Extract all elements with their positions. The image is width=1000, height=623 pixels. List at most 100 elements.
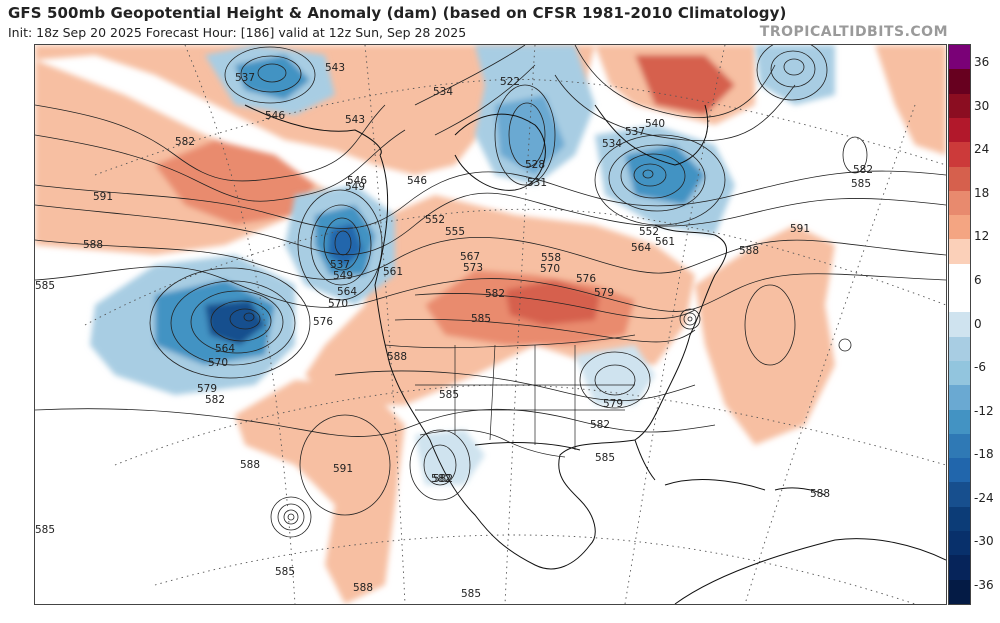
- colorbar-segment: [949, 458, 970, 483]
- colorbar-segment: [949, 531, 970, 556]
- contour-label: 534: [433, 86, 453, 98]
- tropical-cyclone-east-pacific: [270, 496, 312, 538]
- contour-label: 579: [594, 287, 614, 299]
- tropical-cyclone-atlantic: [679, 308, 701, 330]
- contour-label: 582: [175, 136, 195, 148]
- colorbar-segment: [949, 360, 970, 386]
- alaska-coast: [244, 104, 382, 156]
- contour-label: 576: [576, 273, 596, 285]
- cuba: [664, 479, 766, 491]
- contour-label: 579: [603, 398, 623, 410]
- coastlines: [244, 104, 946, 604]
- south-america-coast: [674, 538, 946, 604]
- colorbar-tick-label: -18: [974, 447, 994, 462]
- colorbar-segment: [949, 166, 970, 192]
- warm-anomaly-core-greenland: [635, 55, 735, 115]
- warm-anomaly-pacific-northwest: [35, 45, 595, 255]
- contour-label: 579: [197, 383, 217, 395]
- closed-lows: [149, 45, 868, 538]
- map-title: GFS 500mb Geopotential Height & Anomaly …: [8, 4, 787, 22]
- contour-label: 546: [347, 175, 367, 187]
- colorbar-tick-label: -6: [974, 360, 986, 375]
- colorbar-segment: [949, 312, 970, 338]
- contour-label: 582: [205, 394, 225, 406]
- contour-label: 582: [485, 288, 505, 300]
- contour-label: 585: [35, 280, 55, 292]
- hudson-bay-coast: [454, 113, 546, 191]
- warm-anomaly-atlantic: [695, 225, 835, 445]
- contour-label: 585: [851, 178, 871, 190]
- contour-label: 558: [541, 252, 561, 264]
- contour-label: 585: [275, 566, 295, 578]
- colorbar-segment: [949, 288, 970, 313]
- contour-label: 588: [387, 351, 407, 363]
- contour-label: 540: [645, 118, 665, 130]
- contour-line: [35, 129, 406, 202]
- contour-label: 564: [631, 242, 651, 254]
- anomaly-colorbar: [948, 44, 971, 605]
- contour-label: 588: [240, 459, 260, 471]
- greenland-coast: [594, 104, 709, 166]
- contour-line: [434, 64, 536, 136]
- warm-anomaly-core-great-lakes: [505, 280, 600, 325]
- high-atlantic: [744, 284, 796, 366]
- colorbar-segment: [949, 45, 970, 70]
- contour-label: 591: [93, 191, 113, 203]
- colorbar-tick-label: -24: [974, 490, 994, 505]
- contour-line: [334, 370, 696, 402]
- contour-line: [35, 104, 386, 182]
- contour-label: 564: [215, 343, 235, 355]
- low-gulf-of-alaska: [149, 267, 311, 379]
- colorbar-segment: [949, 336, 970, 362]
- colorbar-tick-label: 6: [974, 272, 982, 287]
- contour-label: 585: [471, 313, 491, 325]
- contour-label: 543: [325, 62, 345, 74]
- low-top-right: [756, 45, 828, 101]
- colorbar-segment: [949, 433, 970, 459]
- contour-label: 549: [345, 181, 365, 193]
- contour-label: 588: [83, 239, 103, 251]
- contour-label: 588: [739, 245, 759, 257]
- contour-line: [35, 170, 946, 229]
- contour-line: [394, 318, 696, 343]
- colorbar-segment: [949, 263, 970, 289]
- contour-label: 564: [337, 286, 357, 298]
- contour-label: 534: [602, 138, 622, 150]
- contour-label: 567: [460, 251, 480, 263]
- contour-line: [35, 266, 946, 312]
- colorbar-tick-label: 24: [974, 142, 990, 157]
- low-top-right-small: [842, 136, 868, 174]
- contour-label: 591: [333, 463, 353, 475]
- north-america-coast: [374, 154, 727, 570]
- contour-label: 591: [790, 223, 810, 235]
- colorbar-segment: [949, 93, 970, 119]
- us-mexico-border: [419, 429, 566, 458]
- contour-label: 585: [595, 452, 615, 464]
- colorbar-tick-label: -12: [974, 403, 994, 418]
- contour-label: 537: [235, 72, 255, 84]
- contour-label: 570: [540, 263, 560, 275]
- colorbar-tick-label: 30: [974, 98, 990, 113]
- low-southeast-us: [579, 351, 651, 409]
- contour-label: 570: [208, 357, 228, 369]
- colorbar-segment: [949, 69, 970, 95]
- contour-label: 582: [433, 473, 453, 485]
- contour-label: 552: [425, 214, 445, 226]
- colorbar-segment: [949, 506, 970, 532]
- graticule: [84, 45, 946, 604]
- colorbar-segment: [949, 482, 970, 508]
- colorbar-tick-label: 18: [974, 185, 990, 200]
- contour-label: 552: [639, 226, 659, 238]
- cool-anomaly-core-labrador: [625, 145, 705, 205]
- contour-label: 549: [333, 270, 353, 282]
- contour-label: 582: [590, 419, 610, 431]
- contour-label: 555: [445, 226, 465, 238]
- high-east-pacific: [299, 414, 391, 516]
- contour-label: 582: [431, 473, 451, 485]
- warm-anomaly-far-right: [875, 45, 946, 155]
- contour-label: 537: [625, 126, 645, 138]
- colorbar-tick-label: -30: [974, 534, 994, 549]
- colorbar-segment: [949, 579, 970, 605]
- contour-label: 588: [810, 488, 830, 500]
- colorbar-segment: [949, 142, 970, 167]
